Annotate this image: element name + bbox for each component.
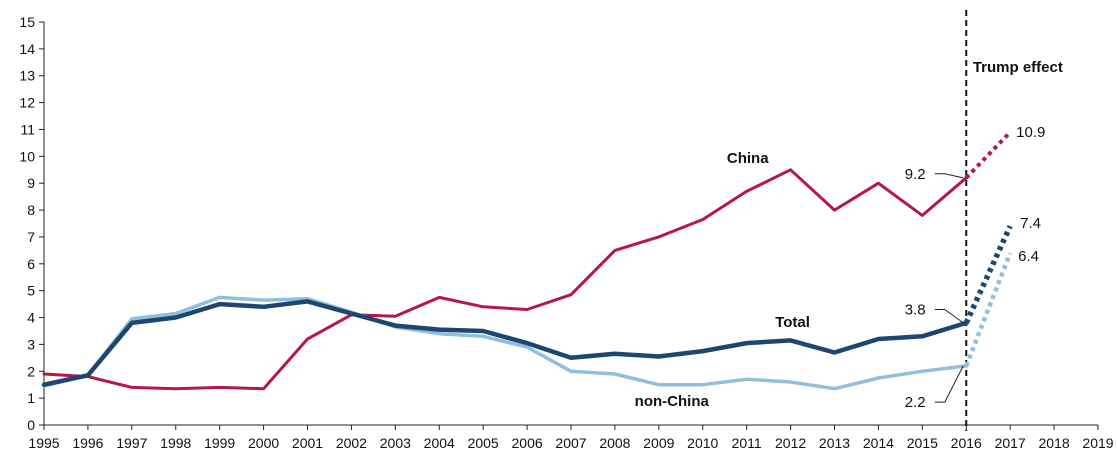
projection-line-china xyxy=(964,130,1012,180)
y-tick-label: 8 xyxy=(27,202,35,218)
x-tick-label: 2018 xyxy=(1039,435,1070,451)
x-tick-label: 2007 xyxy=(555,435,586,451)
value-callout: 3.8 xyxy=(905,301,926,318)
y-tick-label: 2 xyxy=(27,363,35,379)
x-tick-label: 2009 xyxy=(643,435,674,451)
value-callout: 2.2 xyxy=(905,394,926,411)
y-tick-label: 7 xyxy=(27,229,35,245)
y-tick-label: 5 xyxy=(27,283,35,299)
x-tick-label: 2002 xyxy=(336,435,367,451)
trump-effect-label: Trump effect xyxy=(973,59,1063,76)
x-tick-label: 2008 xyxy=(599,435,630,451)
x-tick-label: 1998 xyxy=(160,435,191,451)
y-tick-label: 1 xyxy=(27,390,35,406)
x-tick-label: 2012 xyxy=(775,435,806,451)
x-tick-label: 2016 xyxy=(951,435,982,451)
x-tick-label: 2006 xyxy=(512,435,543,451)
x-tick-label: 2019 xyxy=(1082,435,1113,451)
x-tick-label: 1999 xyxy=(204,435,235,451)
series-line-total xyxy=(41,299,969,387)
series-line-non-china xyxy=(42,295,969,391)
y-tick-label: 15 xyxy=(19,14,35,30)
series-label-non-china: non-China xyxy=(635,393,710,410)
x-tick-label: 1997 xyxy=(116,435,147,451)
y-tick-label: 14 xyxy=(19,41,35,57)
y-tick-label: 4 xyxy=(27,310,35,326)
y-tick-label: 9 xyxy=(27,175,35,191)
series-line-china xyxy=(42,168,968,391)
projection-value-label: 6.4 xyxy=(1018,248,1039,265)
x-tick-label: 2011 xyxy=(732,435,762,451)
projection-line-total xyxy=(963,225,1013,325)
x-tick-label: 2001 xyxy=(292,435,323,451)
y-tick-label: 13 xyxy=(19,68,35,84)
x-tick-label: 1996 xyxy=(72,435,103,451)
x-tick-label: 2015 xyxy=(907,435,938,451)
y-tick-label: 3 xyxy=(27,336,35,352)
y-tick-label: 12 xyxy=(19,95,35,111)
y-tick-label: 10 xyxy=(19,148,35,164)
x-tick-label: 2005 xyxy=(468,435,499,451)
y-tick-label: 11 xyxy=(20,121,35,137)
projection-value-label: 7.4 xyxy=(1020,215,1041,232)
x-tick-label: 2000 xyxy=(248,435,279,451)
series-label-total: Total xyxy=(775,314,810,331)
projection-value-label: 10.9 xyxy=(1016,124,1045,141)
chart-labels: China Total non-China Trump effect 9.2 3.8 2.2… xyxy=(635,59,1063,411)
chart-marks xyxy=(41,10,1013,431)
value-callout: 9.2 xyxy=(905,166,926,183)
x-tick-label: 2004 xyxy=(424,435,455,451)
y-tick-label: 0 xyxy=(27,417,35,433)
callout-leader-line xyxy=(934,308,964,324)
x-tick-label: 2013 xyxy=(819,435,850,451)
callout-leader-line xyxy=(934,173,964,179)
x-tick-label: 2010 xyxy=(687,435,718,451)
x-tick-label: 2003 xyxy=(380,435,411,451)
x-tick-label: 2017 xyxy=(995,435,1026,451)
series-label-china: China xyxy=(727,150,769,167)
x-tick-label: 1995 xyxy=(28,435,59,451)
y-tick-label: 6 xyxy=(27,256,35,272)
x-tick-label: 2014 xyxy=(863,435,894,451)
callout-leader-line xyxy=(934,365,964,403)
